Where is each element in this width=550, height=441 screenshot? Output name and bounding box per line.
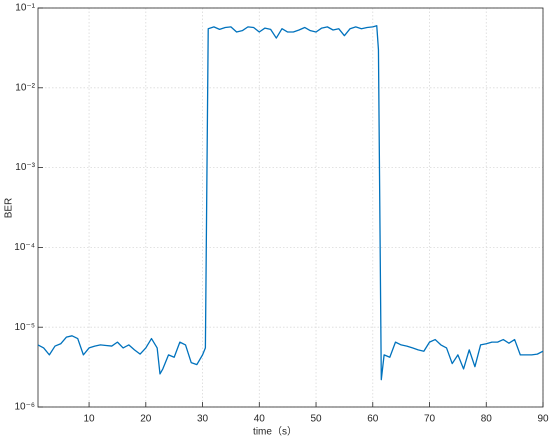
x-tick-label: 30	[197, 414, 209, 425]
y-tick-label: 10⁻¹	[15, 3, 35, 14]
axes-box	[37, 7, 544, 408]
plot-area	[38, 8, 543, 407]
x-tick-label: 60	[367, 414, 379, 425]
y-tick-label: 10⁻³	[15, 162, 35, 173]
y-axis-label: BER	[4, 198, 15, 219]
x-tick-label: 50	[310, 414, 322, 425]
y-tick-label: 10⁻⁵	[14, 322, 35, 333]
x-tick-label: 20	[140, 414, 152, 425]
x-tick-label: 40	[254, 414, 266, 425]
x-tick-label: 70	[424, 414, 436, 425]
x-tick-label: 80	[481, 414, 493, 425]
y-tick-label: 10⁻²	[15, 82, 35, 93]
y-tick-label: 10⁻⁶	[14, 402, 35, 413]
x-axis-label: time（s）	[253, 426, 297, 438]
y-tick-label: 10⁻⁴	[14, 242, 35, 253]
data-line	[37, 25, 544, 381]
x-tick-label: 90	[537, 414, 549, 425]
x-tick-label: 10	[84, 414, 96, 425]
